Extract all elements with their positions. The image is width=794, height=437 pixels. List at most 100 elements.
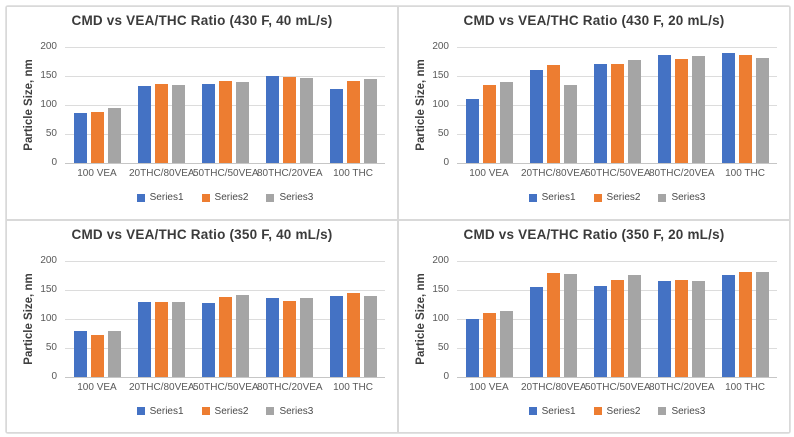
y-tick-label-100: 100: [432, 312, 449, 324]
gridline-150: [65, 76, 385, 77]
legend-swatch-icon: [528, 407, 537, 415]
x-category-label: 50THC/50VEA: [585, 381, 651, 393]
bar-series2-20thc-80vea: [154, 83, 168, 163]
bar-series2-100-vea: [90, 111, 104, 163]
bar-series1-80thc-20vea: [265, 297, 279, 377]
y-tick-label-200: 200: [432, 254, 449, 266]
legend-item-series1: Series1: [528, 405, 576, 417]
x-category-label: 50THC/50VEA: [193, 381, 259, 393]
legend-label: Series1: [149, 405, 184, 417]
y-tick-label-100: 100: [40, 312, 57, 324]
y-tick-label-150: 150: [40, 283, 57, 295]
bar-series1-50thc-50vea: [593, 286, 607, 377]
legend-item-series2: Series2: [593, 192, 641, 203]
bar-series1-20thc-80vea: [137, 302, 151, 377]
bar-series3-20thc-80vea: [563, 85, 577, 163]
legend-swatch-icon: [136, 193, 145, 202]
bar-series1-50thc-50vea: [593, 64, 607, 163]
bar-series3-100-vea: [107, 107, 121, 163]
legend: Series1 Series2 Series3: [457, 406, 777, 417]
legend-label: Series1: [541, 192, 576, 203]
x-category-label: 100 VEA: [469, 168, 509, 179]
x-category-label: 20THC/80VEA: [521, 168, 587, 179]
y-tick-label-200: 200: [432, 41, 449, 52]
legend: Series1 Series2 Series3: [65, 192, 385, 203]
bar-series3-20thc-80vea: [563, 274, 577, 377]
legend-swatch-icon: [593, 193, 602, 202]
y-tick-label-0: 0: [51, 370, 57, 382]
x-category-label: 20THC/80VEA: [129, 381, 195, 393]
bar-series1-50thc-50vea: [201, 83, 215, 163]
chart-panel-350f-20mls: CMD vs VEA/THC Ratio (350 F, 20 mL/s) Pa…: [398, 219, 790, 433]
chart-panel-350f-40mls: CMD vs VEA/THC Ratio (350 F, 40 mL/s) Pa…: [6, 219, 398, 433]
x-category-label: 100 THC: [725, 168, 765, 179]
bar-series3-20thc-80vea: [171, 85, 185, 163]
bar-series2-100-thc: [346, 292, 360, 377]
plot-area: [65, 47, 385, 164]
bar-series3-20thc-80vea: [171, 302, 185, 377]
legend-swatch-icon: [136, 407, 145, 415]
legend-item-series1: Series1: [136, 405, 184, 417]
x-category-label: 50THC/50VEA: [193, 168, 259, 179]
bar-series1-100-thc: [329, 89, 343, 163]
x-category-label: 100 VEA: [469, 381, 509, 393]
y-tick-label-50: 50: [45, 341, 57, 353]
bar-series2-100-thc: [738, 55, 752, 163]
bar-series2-80thc-20vea: [674, 279, 688, 377]
legend: Series1 Series2 Series3: [65, 406, 385, 417]
bar-series2-80thc-20vea: [674, 59, 688, 163]
bar-series3-50thc-50vea: [235, 82, 249, 163]
bar-series1-100-vea: [73, 331, 87, 377]
y-tick-label-200: 200: [40, 41, 57, 52]
bar-series1-80thc-20vea: [657, 55, 671, 163]
legend-swatch-icon: [201, 407, 210, 415]
bar-series2-100-vea: [482, 84, 496, 163]
gridline-200: [65, 47, 385, 48]
x-category-label: 100 VEA: [77, 168, 117, 179]
bar-series1-80thc-20vea: [265, 76, 279, 163]
x-category-label: 80THC/20VEA: [257, 381, 323, 393]
legend-label: Series3: [671, 192, 706, 203]
legend-label: Series3: [279, 192, 314, 203]
bar-series3-100-vea: [499, 310, 513, 377]
y-tick-label-200: 200: [40, 254, 57, 266]
gridline-200: [65, 260, 385, 262]
bar-series3-80thc-20vea: [691, 280, 705, 377]
legend-item-series3: Series3: [266, 192, 313, 203]
bar-series2-100-vea: [90, 334, 104, 377]
bar-series2-50thc-50vea: [218, 81, 232, 163]
bar-series1-100-thc: [721, 53, 735, 163]
x-category-label: 20THC/80VEA: [521, 381, 587, 393]
bar-series3-80thc-20vea: [299, 297, 313, 377]
legend-swatch-icon: [593, 407, 602, 415]
bar-series2-80thc-20vea: [282, 77, 296, 163]
bar-series2-100-thc: [738, 272, 752, 377]
chart-panel-430f-40mls: CMD vs VEA/THC Ratio (430 F, 40 mL/s) Pa…: [6, 6, 398, 220]
gridline-150: [65, 289, 385, 291]
plot-area: [457, 47, 777, 164]
legend-label: Series1: [541, 405, 576, 417]
legend-label: Series2: [214, 405, 249, 417]
bar-series3-100-vea: [499, 82, 513, 163]
bar-series1-20thc-80vea: [529, 287, 543, 377]
bar-series2-50thc-50vea: [610, 63, 624, 163]
x-category-label: 100 THC: [725, 381, 765, 393]
y-tick-label-0: 0: [51, 157, 57, 168]
x-category-label: 80THC/20VEA: [649, 381, 715, 393]
legend-swatch-icon: [528, 193, 537, 202]
bar-series3-100-thc: [363, 295, 377, 377]
bar-series2-20thc-80vea: [154, 302, 168, 377]
bar-series1-50thc-50vea: [201, 303, 215, 377]
gridline-200: [457, 47, 777, 48]
plot-area: [457, 260, 777, 378]
legend-label: Series2: [606, 192, 641, 203]
bar-series2-100-vea: [482, 312, 496, 377]
bar-series2-20thc-80vea: [546, 64, 560, 163]
legend-swatch-icon: [266, 407, 275, 415]
legend-swatch-icon: [266, 193, 275, 202]
legend-item-series2: Series2: [201, 405, 249, 417]
bar-series3-100-thc: [755, 271, 769, 377]
bar-series3-50thc-50vea: [627, 59, 641, 163]
y-tick-label-0: 0: [443, 370, 449, 382]
bar-series3-100-vea: [107, 330, 121, 377]
